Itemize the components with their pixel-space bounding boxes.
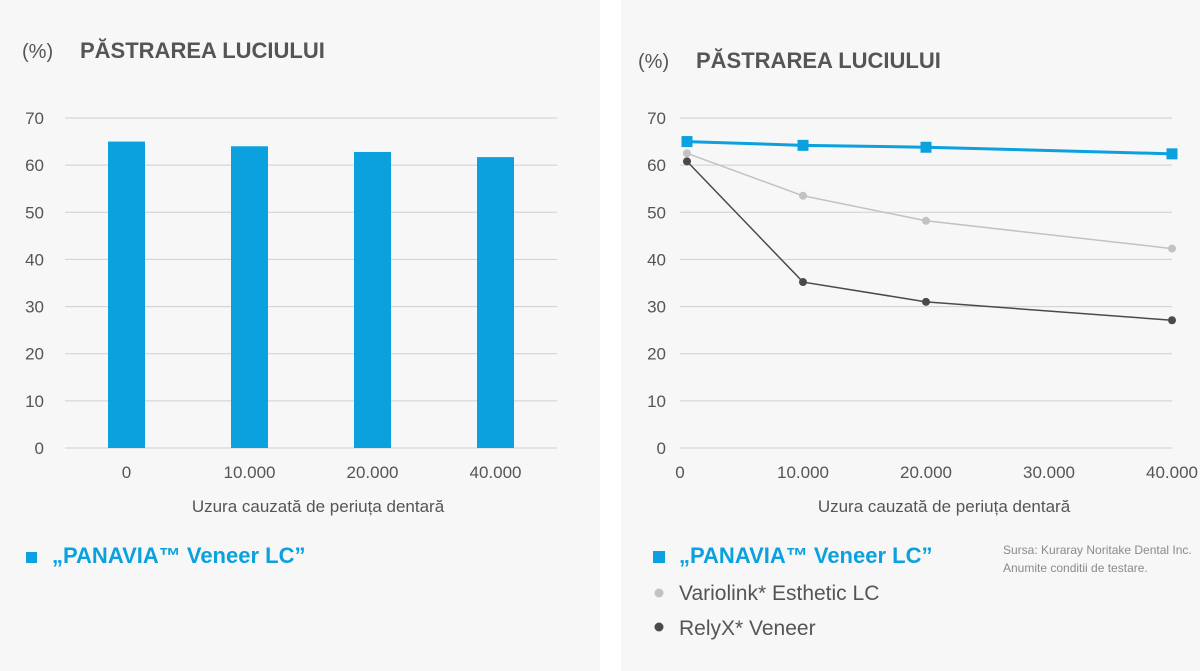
left-y-tick-label: 70 xyxy=(25,109,44,128)
right-legend-marker-relyx xyxy=(654,622,664,632)
left-x-axis-label: Uzura cauzată de periuța dentară xyxy=(192,497,445,516)
right-point-variolink xyxy=(683,149,691,158)
right-line-chart: 0 10 20 30 40 50 60 70 0 10.000 20.000 30.000 40.000 xyxy=(647,109,1198,482)
right-y-tick-label: 30 xyxy=(647,298,666,317)
right-x-tick-label: 20.000 xyxy=(900,463,952,482)
right-x-tick-label: 30.000 xyxy=(1023,463,1075,482)
left-bar xyxy=(477,157,514,448)
right-y-tick-label: 40 xyxy=(647,250,666,269)
right-x-tick-label: 10.000 xyxy=(777,463,829,482)
right-y-tick-label: 0 xyxy=(657,439,666,458)
left-y-tick-label: 40 xyxy=(25,250,44,269)
right-point-variolink xyxy=(799,191,807,200)
left-x-tick-label: 20.000 xyxy=(347,463,399,482)
right-y-tick-label: 60 xyxy=(647,156,666,175)
right-x-tick-label: 0 xyxy=(675,463,684,482)
source-note-line-1: Sursa: Kuraray Noritake Dental Inc. xyxy=(1003,543,1192,557)
right-unit-label: (%) xyxy=(638,51,669,73)
right-chart-panel xyxy=(621,0,1200,671)
left-y-tick-label: 60 xyxy=(25,156,44,175)
right-legend-relyx: RelyX* Veneer xyxy=(679,617,816,640)
right-point-panavia xyxy=(681,136,693,148)
left-y-tick-label: 0 xyxy=(35,439,44,458)
left-bar xyxy=(108,141,145,449)
left-y-tick-label: 10 xyxy=(25,392,44,411)
right-legend-panavia: „PANAVIA™ Veneer LC” xyxy=(679,543,932,568)
left-bar xyxy=(231,146,268,449)
right-point-panavia xyxy=(1166,148,1178,160)
left-legend-panavia: „PANAVIA™ Veneer LC” xyxy=(52,543,305,568)
right-y-tick-label: 10 xyxy=(647,392,666,411)
right-y-tick-label: 50 xyxy=(647,203,666,222)
left-bar xyxy=(354,151,391,448)
right-point-variolink xyxy=(922,216,930,225)
right-x-axis-label: Uzura cauzată de periuța dentară xyxy=(818,497,1071,516)
right-line-variolink xyxy=(686,152,1173,250)
right-point-panavia xyxy=(920,141,932,153)
right-legend-marker-variolink xyxy=(654,588,664,598)
right-y-tick-label: 20 xyxy=(647,345,666,364)
left-y-tick-label: 50 xyxy=(25,203,44,222)
left-x-tick-label: 10.000 xyxy=(224,463,276,482)
left-chart-title: PĂSTRAREA LUCIULUI xyxy=(80,38,325,63)
right-legend-variolink: Variolink* Esthetic LC xyxy=(679,582,879,605)
right-point-relyx xyxy=(799,278,807,287)
right-y-tick-label: 70 xyxy=(647,109,666,128)
left-x-tick-label: 0 xyxy=(122,463,131,482)
right-chart-title: PĂSTRAREA LUCIULUI xyxy=(696,48,941,73)
left-y-tick-label: 30 xyxy=(25,298,44,317)
source-note-line-2: Anumite conditii de testare. xyxy=(1003,561,1148,575)
left-y-tick-label: 20 xyxy=(25,345,44,364)
right-point-variolink xyxy=(1168,244,1176,253)
right-line-panavia xyxy=(686,140,1173,156)
right-point-relyx xyxy=(1168,316,1176,325)
left-bar-chart: 0 10 20 30 40 50 60 70 0 10.000 20.000 40.000 xyxy=(25,109,557,482)
right-point-relyx xyxy=(683,157,691,166)
right-point-relyx xyxy=(922,297,930,306)
right-legend-marker-panavia xyxy=(653,551,665,563)
left-legend-marker-panavia xyxy=(26,552,37,563)
left-unit-label: (%) xyxy=(22,41,53,63)
right-point-panavia xyxy=(797,139,809,151)
right-x-tick-label: 40.000 xyxy=(1146,463,1198,482)
left-x-tick-label: 40.000 xyxy=(470,463,522,482)
right-line-relyx xyxy=(686,160,1173,321)
